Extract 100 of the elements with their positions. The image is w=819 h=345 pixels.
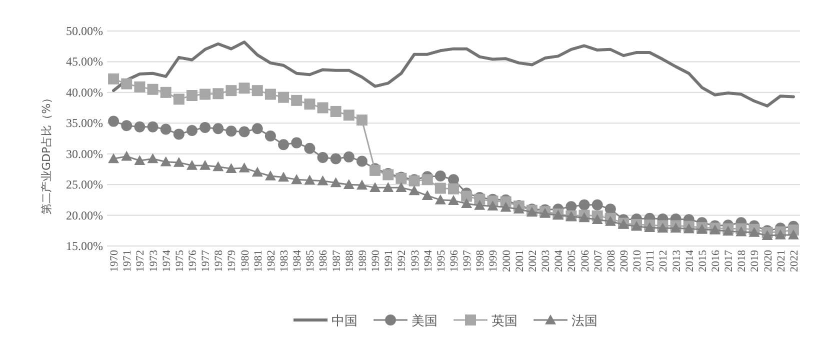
x-tick-label: 2001 [514, 250, 526, 272]
y-tick-label: 15.00% [66, 239, 103, 253]
x-tick-label: 1989 [356, 250, 369, 272]
point [264, 170, 276, 180]
point [356, 180, 368, 190]
x-tick-label: 2005 [566, 250, 578, 272]
x-tick-label: 1991 [383, 250, 396, 272]
point [448, 195, 459, 205]
point [422, 190, 433, 200]
point [200, 88, 211, 100]
x-tick-label: 1973 [148, 250, 160, 272]
point [343, 110, 354, 121]
x-tick-label: 2007 [592, 250, 604, 272]
point [278, 172, 290, 182]
x-tick-label: 1971 [122, 250, 134, 272]
point [644, 222, 656, 232]
point [330, 153, 342, 164]
y-tick-label: 30.00% [66, 146, 103, 161]
point [578, 212, 590, 222]
point [434, 170, 446, 182]
point [774, 229, 786, 240]
point [736, 226, 747, 236]
point [134, 81, 146, 92]
point [748, 226, 760, 237]
x-tick-label: 2013 [670, 250, 683, 272]
point [147, 121, 158, 132]
point [343, 151, 354, 162]
point [108, 153, 120, 164]
x-tick-label: 2019 [749, 250, 762, 272]
x-tick-label: 1978 [213, 250, 226, 272]
point [121, 120, 132, 132]
point [264, 130, 276, 142]
y-tick-label: 45.00% [66, 54, 103, 69]
point [173, 94, 184, 105]
x-tick-label: 2016 [710, 250, 722, 272]
x-tick-label: 1979 [226, 250, 238, 272]
y-tick-label: 50.00% [66, 24, 103, 38]
point [147, 153, 158, 164]
x-tick-label: 1970 [108, 250, 121, 272]
point [226, 85, 237, 96]
point [147, 84, 158, 95]
point [304, 98, 316, 110]
x-tick-label: 1998 [474, 250, 487, 272]
point [461, 190, 472, 202]
point [578, 199, 590, 210]
point [343, 179, 354, 189]
x-tick-label: 2009 [618, 250, 630, 272]
point [408, 185, 420, 196]
point [186, 125, 198, 136]
point [422, 174, 433, 186]
point [382, 182, 394, 192]
y-tick-label: 40.00% [66, 85, 103, 100]
x-tick-label: 2000 [500, 250, 513, 272]
point [238, 162, 250, 172]
point [513, 204, 524, 214]
point [670, 222, 682, 233]
point [212, 88, 224, 100]
x-tick-label: 1990 [370, 250, 382, 272]
point [200, 160, 211, 170]
point [226, 163, 237, 173]
point [278, 92, 290, 103]
legend-label: 法国 [572, 314, 598, 329]
legend-label: 英国 [492, 314, 518, 329]
point [500, 202, 512, 212]
point [238, 126, 250, 138]
point [252, 166, 263, 177]
y-tick-label: 25.00% [66, 178, 103, 192]
point [788, 229, 799, 240]
point [291, 174, 302, 184]
x-tick-label: 2012 [658, 250, 670, 272]
x-tick-label: 1983 [278, 250, 291, 272]
x-tick-label: 2014 [684, 250, 696, 272]
x-tick-label: 1999 [488, 250, 500, 272]
x-tick-label: 1996 [448, 250, 460, 272]
x-tick-label: 1980 [239, 250, 252, 272]
point [134, 121, 146, 132]
point [121, 78, 132, 90]
point [200, 122, 211, 133]
point [487, 200, 498, 210]
point [108, 73, 120, 84]
x-tick-label: 1993 [409, 250, 422, 272]
x-tick-label: 2010 [632, 250, 644, 272]
x-tick-label: 1976 [186, 250, 199, 272]
x-tick-label: 1972 [134, 250, 147, 272]
point [226, 126, 237, 137]
point [173, 128, 184, 140]
point [108, 116, 120, 127]
point [722, 226, 734, 236]
point [317, 102, 328, 114]
x-tick-label: 2008 [605, 250, 618, 272]
point [291, 137, 302, 148]
x-tick-label: 1997 [462, 250, 474, 272]
point [356, 114, 368, 126]
point [762, 230, 773, 240]
point [317, 175, 328, 186]
x-tick-label: 2021 [775, 250, 788, 272]
point [160, 124, 172, 135]
point [304, 174, 316, 185]
x-tick-label: 1987 [330, 250, 343, 272]
x-tick-label: 1985 [304, 250, 317, 272]
